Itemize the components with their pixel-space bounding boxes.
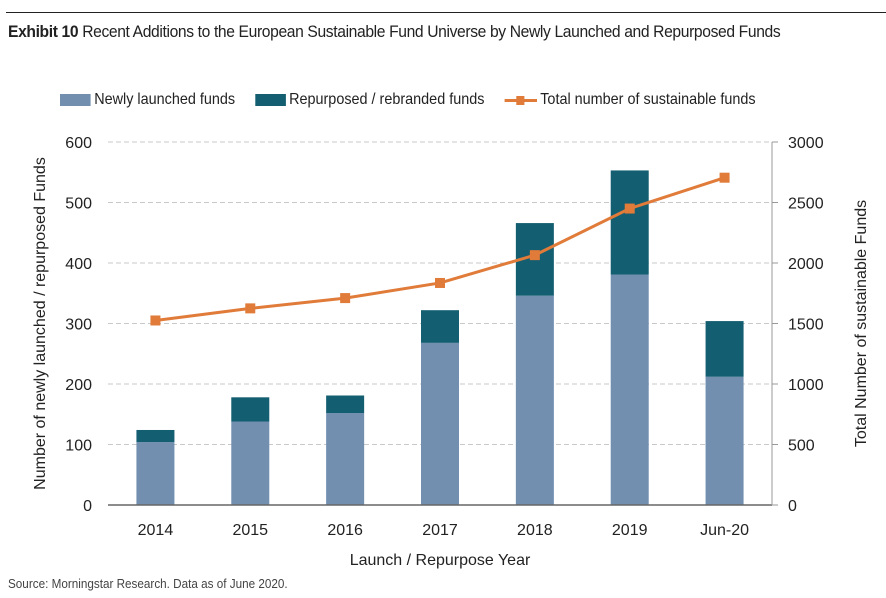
bar-newly-launched	[515, 295, 554, 505]
x-tick-label: 2016	[327, 522, 363, 539]
left-y-axis-title: Number of newly launched / repurposed Fu…	[32, 157, 49, 490]
total-line-marker	[150, 315, 161, 326]
left-y-tick-label: 100	[65, 438, 92, 455]
legend-item-newly-launched: Newly launched funds	[60, 91, 235, 109]
chart-title: Exhibit 10 Recent Additions to the Europ…	[8, 22, 781, 42]
total-line-marker	[340, 293, 351, 304]
x-tick-label: 2015	[232, 522, 268, 539]
left-y-tick-label: 500	[65, 196, 92, 213]
total-line-marker	[529, 250, 540, 261]
left-y-tick-label: 300	[65, 317, 92, 334]
right-y-axis-title: Total Number of sustainable Funds	[853, 200, 870, 447]
exhibit-label: Exhibit 10	[8, 22, 79, 41]
right-y-tick-label: 1000	[788, 377, 824, 394]
right-y-tick-label: 2500	[788, 196, 824, 213]
bar-newly-launched	[231, 421, 270, 505]
left-y-tick-label: 400	[65, 256, 92, 273]
bar-repurposed	[231, 397, 270, 422]
legend-line-marker-icon	[504, 94, 537, 106]
legend-item-repurposed: Repurposed / rebranded funds	[254, 91, 485, 109]
legend-label: Repurposed / rebranded funds	[289, 91, 485, 108]
total-line-marker	[435, 277, 445, 288]
right-y-tick-label: 2000	[788, 256, 824, 273]
right-y-tick-label: 1500	[788, 317, 824, 334]
axis-labels: 0 100 200 300 400 500 600 0 500 1000 1500 2000 2500 3…	[32, 135, 870, 569]
axes	[108, 141, 778, 506]
top-rule	[6, 12, 886, 13]
bar-repurposed	[705, 321, 744, 377]
right-y-tick-label: 0	[788, 498, 797, 515]
legend-swatch-repurposed	[254, 94, 286, 106]
bar-newly-launched	[705, 376, 744, 505]
legend-label: Newly launched funds	[94, 91, 236, 108]
title-text: Recent Additions to the European Sustain…	[82, 22, 781, 41]
total-line-marker	[245, 303, 256, 314]
legend-label: Total number of sustainable funds	[540, 91, 756, 108]
right-y-tick-label: 500	[788, 438, 815, 455]
total-line-marker	[624, 203, 635, 214]
bar-repurposed	[610, 170, 649, 275]
bar-newly-launched	[136, 442, 175, 505]
legend: Newly launched funds Repurposed / rebran…	[60, 91, 775, 109]
bar-newly-launched	[326, 413, 365, 505]
total-line	[150, 172, 730, 326]
right-y-tick-label: 3000	[788, 135, 824, 152]
legend-item-total: Total number of sustainable funds	[504, 91, 756, 109]
x-tick-label: 2019	[612, 522, 648, 539]
bar-repurposed	[326, 395, 365, 414]
x-tick-label: 2018	[517, 522, 553, 539]
left-y-tick-label: 200	[65, 377, 92, 394]
bar-repurposed	[136, 429, 175, 443]
x-tick-label: Jun-20	[700, 522, 749, 539]
bar-repurposed	[421, 310, 459, 343]
source-note: Source: Morningstar Research. Data as of…	[8, 576, 288, 591]
total-line-marker	[719, 172, 730, 183]
left-y-tick-label: 600	[65, 135, 92, 152]
x-axis-title: Launch / Repurpose Year	[350, 552, 531, 569]
bar-newly-launched	[610, 274, 649, 505]
left-y-tick-label: 0	[83, 498, 92, 515]
x-tick-label: 2017	[422, 522, 458, 539]
bars	[136, 170, 744, 505]
bar-newly-launched	[421, 342, 459, 505]
legend-swatch-newly-launched	[60, 94, 91, 106]
x-tick-label: 2014	[138, 522, 174, 539]
